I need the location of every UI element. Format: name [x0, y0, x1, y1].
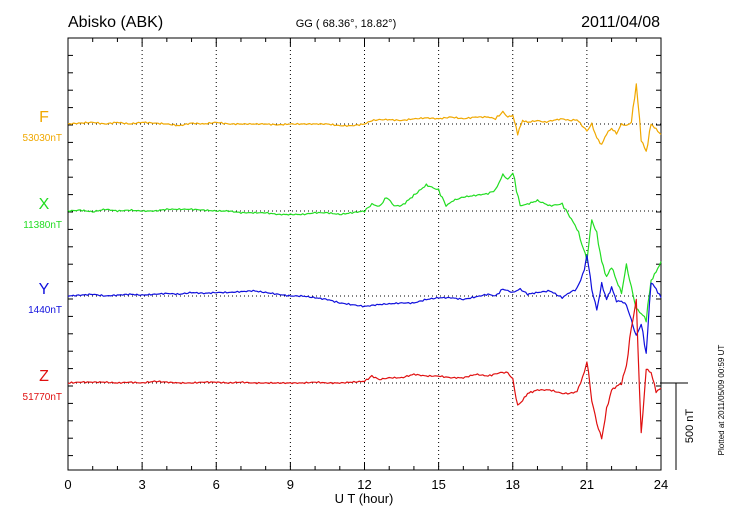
station-title: Abisko (ABK) — [68, 14, 163, 31]
x-tick-labels: 0 3 6 9 12 15 18 21 24 — [64, 477, 668, 492]
date-label: 2011/04/08 — [581, 14, 660, 31]
scale-bar-label: 500 nT — [684, 409, 696, 444]
station-coordinates: GG ( 68.36°, 18.82°) — [296, 18, 397, 30]
series-name-Y: Y — [39, 281, 50, 298]
series-baseline-F: 53030nT — [23, 133, 62, 144]
x-tick-label-21: 21 — [580, 477, 594, 492]
series-name-X: X — [39, 196, 50, 213]
axis-ticks — [67, 38, 662, 470]
trace-Y — [67, 254, 662, 354]
x-tick-label-18: 18 — [506, 477, 520, 492]
series-name-Z: Z — [39, 368, 49, 385]
x-tick-label-9: 9 — [287, 477, 294, 492]
trace-Z — [67, 298, 662, 440]
series-baseline-Y: 1440nT — [28, 305, 62, 316]
vertical-grid — [141, 38, 588, 470]
series-name-F: F — [39, 109, 49, 126]
series-labels: F 53030nT X 11380nT Y 1440nT Z 51770nT — [23, 109, 62, 403]
x-tick-label-0: 0 — [64, 477, 71, 492]
series-baseline-Z: 51770nT — [23, 392, 62, 403]
series-traces — [67, 83, 662, 440]
series-baseline-X: 11380nT — [23, 220, 62, 231]
trace-X — [67, 172, 662, 323]
trace-F — [67, 83, 662, 152]
x-axis-label: U T (hour) — [335, 491, 394, 506]
x-tick-label-24: 24 — [654, 477, 668, 492]
x-tick-label-12: 12 — [357, 477, 371, 492]
x-tick-label-3: 3 — [139, 477, 146, 492]
x-tick-label-15: 15 — [431, 477, 445, 492]
plotted-at-note: Plotted at 2011/05/09 00:59 UT — [717, 345, 726, 456]
scale-bar: 500 nT — [661, 382, 696, 470]
x-tick-label-6: 6 — [213, 477, 220, 492]
